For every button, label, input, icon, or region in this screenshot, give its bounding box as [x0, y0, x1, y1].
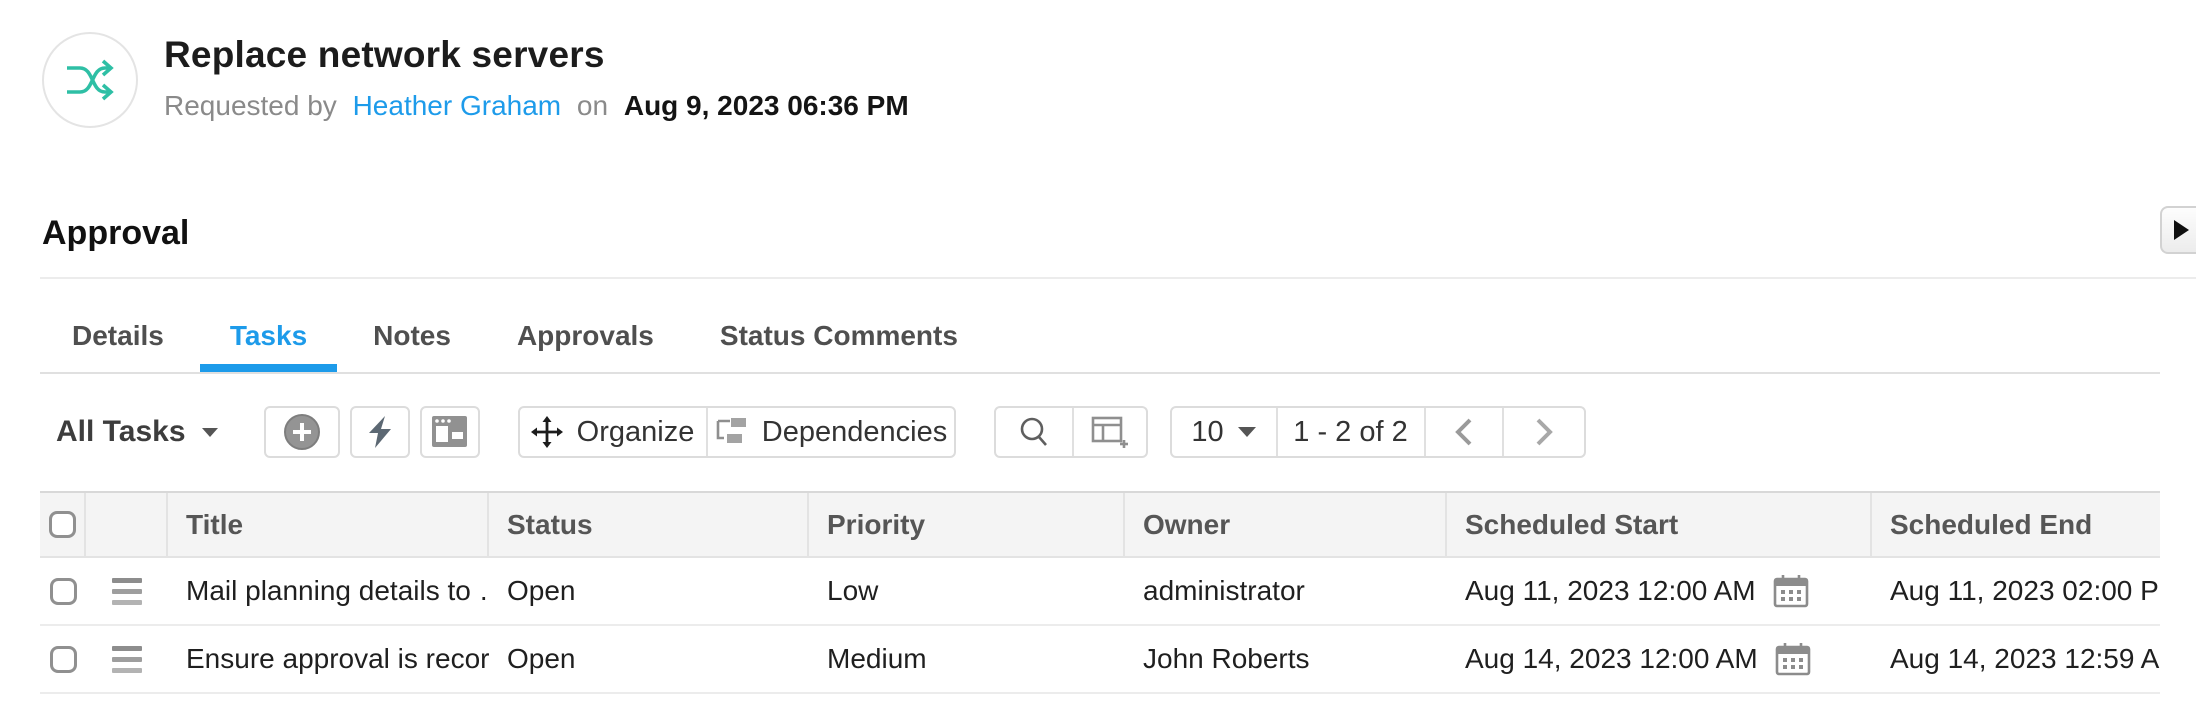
- search-column-group: [993, 406, 1148, 458]
- next-page-button[interactable]: [1501, 408, 1584, 456]
- tab-status-comments[interactable]: Status Comments: [719, 320, 958, 351]
- dependencies-button[interactable]: Dependencies: [705, 408, 954, 456]
- task-priority-cell: Low: [827, 575, 879, 606]
- drag-column-header: [86, 493, 168, 556]
- row-select-cell: [40, 645, 86, 673]
- add-task-button[interactable]: [263, 406, 340, 458]
- task-filter-label: All Tasks: [56, 415, 186, 448]
- page-size-dropdown[interactable]: 10: [1172, 408, 1276, 456]
- select-all-cell: [40, 493, 86, 556]
- tabs: Details Tasks Notes Approvals Status Comment…: [40, 304, 2160, 374]
- task-owner-cell: John Roberts: [1143, 643, 1310, 674]
- requester-link[interactable]: Heather Graham: [352, 90, 562, 121]
- column-header-scheduled-start[interactable]: Scheduled Start: [1447, 493, 1872, 556]
- chevron-left-icon: [1453, 417, 1475, 447]
- table-row[interactable]: Ensure approval is recor… Open Medium Jo…: [40, 626, 2160, 694]
- move-icon: [530, 416, 563, 448]
- on-label: on: [576, 90, 609, 121]
- tab-approvals[interactable]: Approvals: [516, 320, 654, 351]
- drag-handle-icon[interactable]: [112, 577, 142, 605]
- tab-notes[interactable]: Notes: [373, 320, 451, 351]
- pagination-range: 1 - 2 of 2: [1275, 408, 1424, 456]
- task-owner-cell: administrator: [1143, 575, 1305, 606]
- caret-down-icon: [201, 427, 218, 437]
- lightning-icon: [367, 415, 393, 449]
- organize-dependencies-group: Organize Dependencies: [517, 406, 956, 458]
- task-filter-dropdown[interactable]: All Tasks: [56, 415, 218, 449]
- select-all-checkbox[interactable]: [48, 511, 76, 538]
- right-triangle-icon: [2173, 220, 2189, 240]
- task-status-cell: Open: [507, 575, 576, 606]
- search-button[interactable]: [996, 408, 1072, 456]
- task-scheduled-end-cell: Aug 11, 2023 02:00 PM: [1890, 575, 2160, 606]
- requested-line: Requested by Heather Graham on Aug 9, 20…: [164, 90, 917, 122]
- task-scheduled-end-cell: Aug 14, 2023 12:59 AM: [1890, 643, 2160, 674]
- tasks-table: Title Status Priority Owner Scheduled St…: [40, 491, 2160, 694]
- tab-tasks[interactable]: Tasks: [200, 304, 337, 372]
- organize-label: Organize: [576, 415, 695, 448]
- column-header-status[interactable]: Status: [489, 493, 809, 556]
- tab-details[interactable]: Details: [72, 320, 164, 351]
- task-priority-cell: Medium: [827, 643, 927, 674]
- caret-down-icon: [1237, 427, 1256, 437]
- add-column-button[interactable]: [1071, 408, 1146, 456]
- calendar-icon[interactable]: [1774, 641, 1812, 677]
- header-text: Replace network servers Requested by Hea…: [164, 32, 917, 122]
- request-type-badge: [42, 32, 138, 128]
- calendar-icon[interactable]: [1772, 573, 1810, 609]
- column-header-title[interactable]: Title: [168, 493, 489, 556]
- row-drag-cell: [86, 645, 168, 673]
- drag-handle-icon[interactable]: [112, 645, 142, 673]
- requested-by-label: Requested by: [164, 90, 337, 121]
- previous-page-button[interactable]: [1423, 408, 1502, 456]
- table-row[interactable]: Mail planning details to … Open Low admi…: [40, 558, 2160, 626]
- shuffle-icon: [64, 57, 116, 103]
- section-divider: [40, 277, 2196, 279]
- scheduled-start-value: Aug 11, 2023 12:00 AM: [1465, 575, 1756, 606]
- scheduled-start-value: Aug 14, 2023 12:00 AM: [1465, 643, 1758, 674]
- magnifier-icon: [1018, 416, 1050, 448]
- table-plus-icon: [1091, 415, 1129, 449]
- task-title-cell[interactable]: Ensure approval is recor…: [186, 643, 489, 674]
- column-header-priority[interactable]: Priority: [809, 493, 1125, 556]
- row-select-cell: [40, 577, 86, 605]
- requested-datetime: Aug 9, 2023 06:36 PM: [623, 90, 909, 121]
- task-scheduled-start-cell: Aug 11, 2023 12:00 AM: [1447, 573, 1872, 609]
- expand-panel-button[interactable]: [2160, 206, 2196, 254]
- dependencies-label: Dependencies: [761, 415, 948, 448]
- hierarchy-icon: [714, 418, 748, 446]
- page-header: Replace network servers Requested by Hea…: [42, 32, 917, 128]
- task-title-cell[interactable]: Mail planning details to …: [186, 575, 489, 606]
- pagination-group: 10 1 - 2 of 2: [1169, 406, 1586, 458]
- page-size-value: 10: [1191, 415, 1224, 448]
- organize-button[interactable]: Organize: [520, 408, 706, 456]
- tasks-toolbar: All Tasks: [56, 406, 1586, 458]
- plus-circle-icon: [283, 414, 320, 450]
- table-body: Mail planning details to … Open Low admi…: [40, 558, 2160, 694]
- layout-button[interactable]: [419, 406, 480, 458]
- task-status-cell: Open: [507, 643, 576, 674]
- template-icon: [431, 415, 469, 449]
- table-header-row: Title Status Priority Owner Scheduled St…: [40, 491, 2160, 558]
- column-header-owner[interactable]: Owner: [1125, 493, 1447, 556]
- page-title: Replace network servers: [164, 34, 605, 75]
- section-title: Approval: [42, 214, 190, 252]
- row-drag-cell: [86, 577, 168, 605]
- row-checkbox[interactable]: [49, 645, 77, 673]
- task-scheduled-start-cell: Aug 14, 2023 12:00 AM: [1447, 641, 1872, 677]
- column-header-scheduled-end[interactable]: Scheduled End: [1890, 508, 2093, 540]
- chevron-right-icon: [1533, 417, 1555, 447]
- row-checkbox[interactable]: [49, 577, 77, 605]
- quick-actions-button[interactable]: [349, 406, 410, 458]
